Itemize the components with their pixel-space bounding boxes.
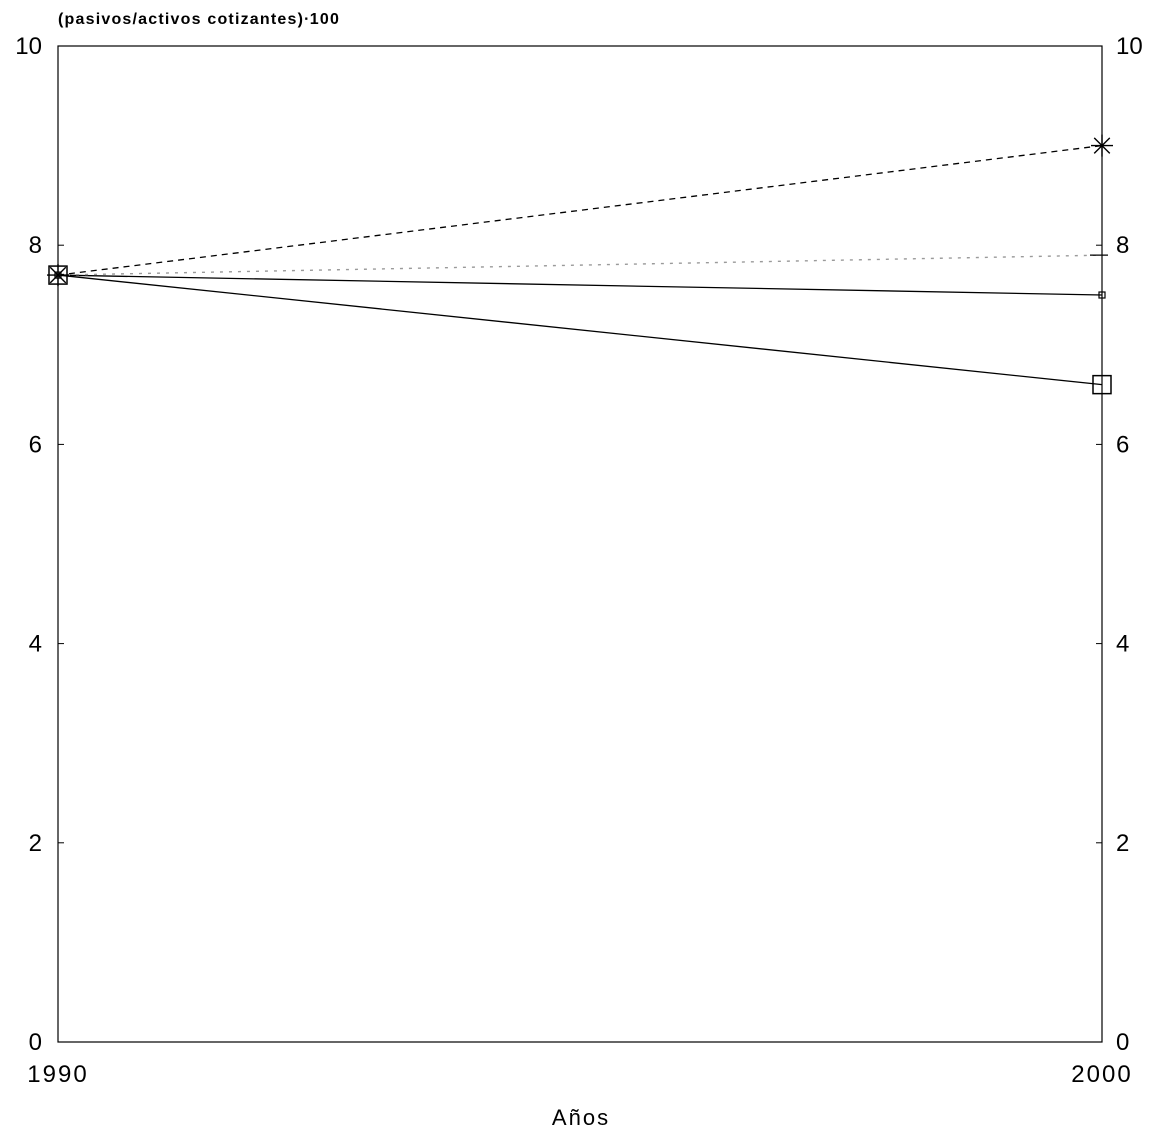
series-3-point [1092,374,1112,395]
x-tick-label: 2000 [1071,1061,1132,1088]
asterisk-stroke [1093,137,1111,154]
y-tick-label: 6 [29,431,42,458]
series-1-point [1091,134,1113,157]
series-1-point [47,264,69,287]
marker-layer [47,134,1113,395]
series-2-point [54,271,62,279]
y-axis-title: (pasivos/activos cotizantes)∙100 [58,11,340,28]
x-tick-label: 1990 [27,1061,88,1088]
series-line-4 [57,254,1103,276]
series-layer [57,144,1103,386]
series-2-point [1098,291,1106,299]
right-tick-label: 2 [1116,830,1129,857]
y-tick-label: 2 [29,830,42,857]
y-tick-label: 0 [29,1029,42,1056]
series-line-2 [57,274,1103,296]
y-tick-label: 10 [15,33,42,60]
y-tick-label: 4 [29,631,42,658]
right-tick-label: 10 [1116,33,1143,60]
series-line-1 [57,144,1103,276]
right-tick-label: 4 [1116,631,1129,658]
plot-frame [57,45,1103,1043]
right-tick-label: 6 [1116,431,1129,458]
asterisk-stroke [49,266,67,284]
y-tick-label: 8 [29,232,42,259]
series-line-3 [57,274,1103,386]
right-tick-label: 0 [1116,1029,1129,1056]
x-axis-title: Años [552,1105,610,1130]
tick-layer: 0 2 4 6 8 10 0 2 4 6 8 10 1990 2000 [15,33,1142,1088]
series-3-point [48,265,68,285]
right-tick-label: 8 [1116,232,1129,259]
